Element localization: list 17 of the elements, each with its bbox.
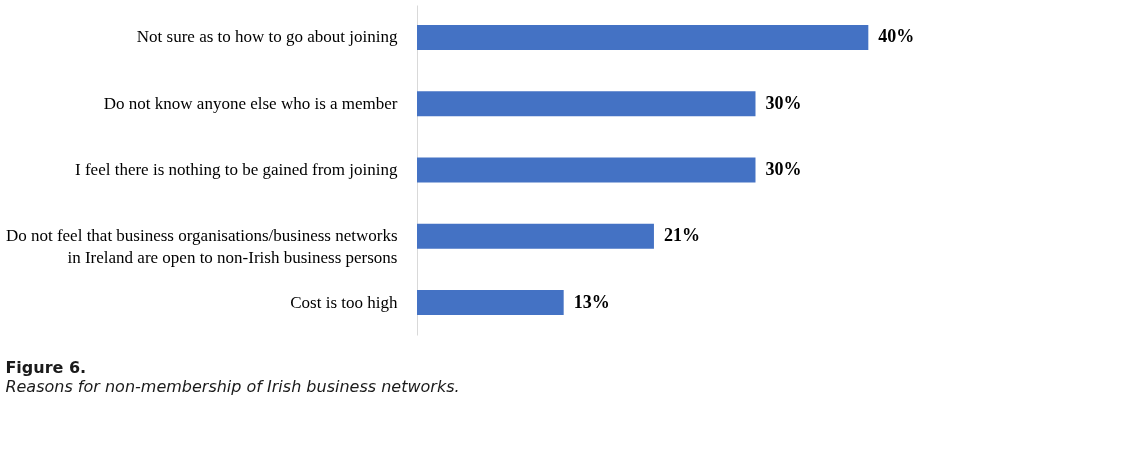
bar <box>417 289 564 316</box>
bar <box>417 24 869 51</box>
y-tick-label: Do not know anyone else who is a member <box>103 93 398 113</box>
bar <box>417 157 756 183</box>
data-label: 21% <box>663 225 700 246</box>
text: Reasons for non-membership of Irish business networks. <box>5 377 460 396</box>
data-label: 13% <box>573 291 610 312</box>
caption: Figure 6. <box>5 358 87 377</box>
data-label: 30% <box>765 92 802 113</box>
y-tick-label: Do not feel that business organisations/business networks in Ireland are open to non-Irish business persons <box>5 226 398 268</box>
y-tick-label: I feel there is nothing to be gained from joining <box>75 160 398 179</box>
y-tick-label: Cost is too high <box>290 292 398 312</box>
data-label: 40% <box>878 26 915 47</box>
bar <box>417 91 756 117</box>
data-label: 30% <box>765 159 802 179</box>
y-tick-label: Not sure as to how to go about joining <box>136 27 398 47</box>
bar <box>417 223 654 249</box>
